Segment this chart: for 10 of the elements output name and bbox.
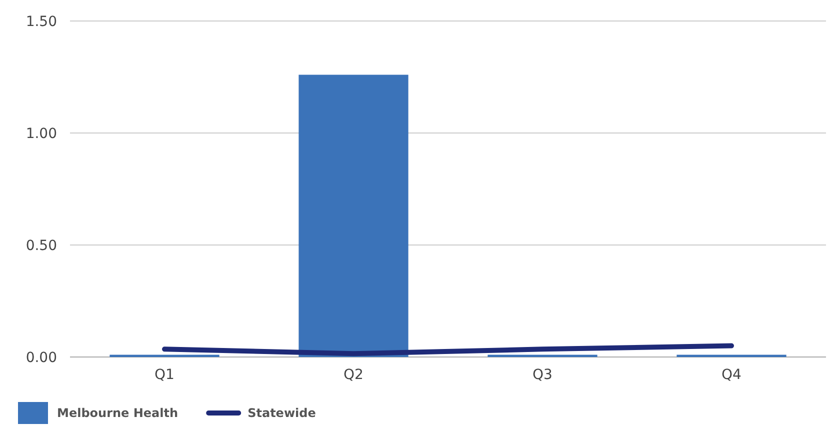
legend-label: Melbourne Health (57, 406, 178, 420)
legend-label: Statewide (248, 406, 316, 420)
y-tick-label: 0.00 (26, 350, 57, 366)
x-tick-label: Q2 (344, 367, 364, 383)
y-tick-label: 1.50 (26, 14, 57, 30)
x-tick-label: Q1 (154, 367, 174, 383)
y-tick-label: 0.50 (26, 238, 57, 254)
y-tick-label: 1.00 (26, 126, 57, 142)
x-tick-label: Q4 (722, 367, 742, 383)
x-tick-label: Q3 (532, 367, 552, 383)
